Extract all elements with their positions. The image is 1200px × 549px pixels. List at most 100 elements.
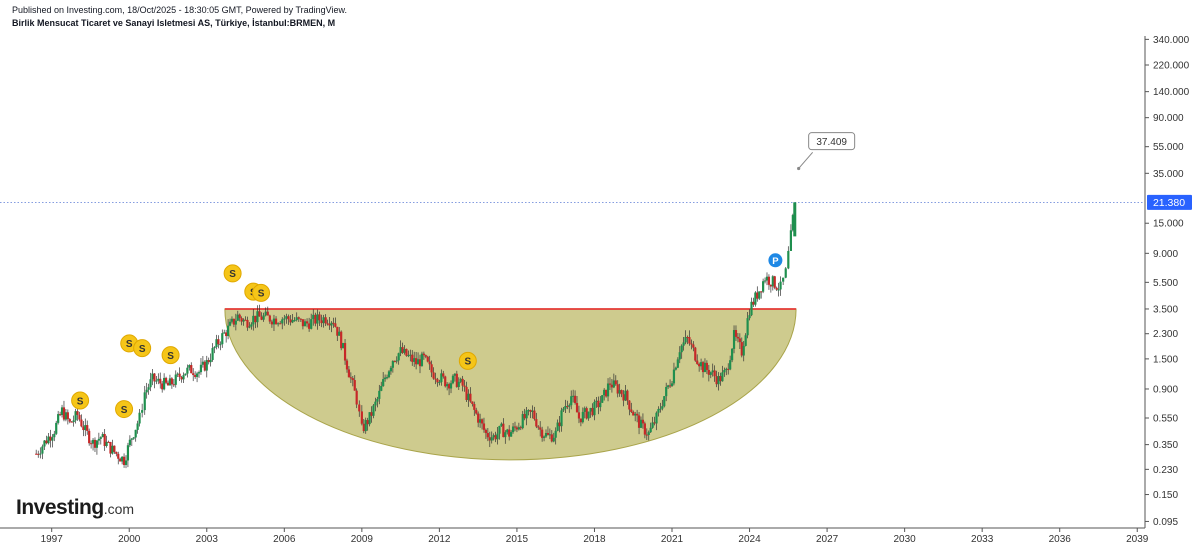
candle-down	[461, 378, 464, 386]
candle-up	[564, 406, 567, 409]
candle-down	[713, 370, 716, 377]
candle-up	[195, 373, 199, 377]
candle-down	[238, 314, 241, 319]
candle-down	[430, 364, 433, 373]
candle-up	[205, 360, 208, 371]
candle-down	[455, 373, 458, 387]
candle-down	[736, 336, 740, 339]
cup-layer	[224, 308, 797, 461]
x-tick-label: 2015	[506, 534, 529, 545]
candle-up	[793, 202, 797, 237]
candle-up	[583, 408, 586, 412]
candle-down	[246, 320, 249, 328]
candle-down	[653, 422, 656, 424]
candle-up	[413, 358, 416, 362]
candle-down	[591, 407, 594, 416]
candle-up	[504, 432, 507, 438]
candle-up	[554, 430, 557, 438]
candle-up	[186, 367, 189, 374]
candle-down	[422, 353, 425, 356]
target-pointer	[798, 151, 814, 169]
candle-up	[667, 385, 670, 387]
y-tick-label: 0.150	[1153, 490, 1178, 501]
candle-down	[477, 413, 480, 423]
candle-up	[490, 437, 493, 441]
candle-down	[480, 419, 484, 424]
candle-up	[57, 414, 60, 423]
cup-pattern	[224, 308, 797, 461]
candle-up	[380, 386, 383, 391]
candle-down	[324, 317, 327, 324]
candle-up	[384, 377, 387, 380]
candle-down	[107, 441, 110, 443]
candle-up	[342, 342, 345, 349]
candle-down	[502, 423, 505, 438]
candle-down	[475, 409, 478, 414]
dividend-marker-label: S	[464, 357, 471, 368]
candle-up	[548, 434, 551, 436]
dividend-marker	[133, 339, 152, 358]
candle-up	[672, 369, 676, 384]
candle-down	[401, 347, 404, 353]
candle-up	[511, 426, 515, 433]
candle-down	[494, 435, 497, 440]
candle-down	[447, 384, 451, 389]
candle-up	[589, 407, 592, 412]
candle-up	[316, 314, 319, 324]
candle-up	[136, 423, 139, 430]
candle-down	[643, 423, 646, 435]
candle-up	[147, 387, 150, 390]
candle-down	[207, 360, 210, 363]
candle-up	[703, 362, 707, 373]
candle-up	[603, 389, 606, 396]
candle-up	[663, 396, 666, 407]
candle-down	[203, 361, 206, 371]
candle-up	[64, 412, 68, 420]
candle-down	[579, 418, 583, 423]
candle-down	[773, 276, 776, 288]
y-tick-label: 0.095	[1153, 517, 1178, 528]
candle-down	[232, 318, 236, 325]
candle-up	[587, 411, 590, 419]
candle-up	[262, 315, 265, 320]
dividend-marker-label: S	[121, 405, 128, 416]
candle-down	[353, 380, 356, 391]
candle-down	[305, 321, 309, 324]
candle-down	[740, 342, 743, 356]
candle-up	[723, 370, 726, 373]
candle-down	[86, 425, 89, 431]
candle-down	[701, 362, 705, 373]
dividend-marker-label: S	[139, 344, 146, 355]
candle-down	[484, 429, 488, 434]
candles-layer	[35, 202, 797, 469]
target-box	[808, 132, 856, 151]
candle-up	[420, 353, 424, 367]
candle-down	[297, 317, 300, 319]
candle-down	[76, 411, 79, 415]
x-tick-label: 2027	[816, 534, 839, 545]
candle-down	[334, 323, 337, 327]
candle-down	[738, 338, 741, 343]
candle-down	[68, 419, 71, 422]
candle-up	[659, 408, 662, 410]
candle-up	[674, 367, 677, 370]
candle-up	[612, 380, 615, 388]
candle-up	[634, 413, 637, 416]
candle-up	[746, 318, 749, 336]
dividend-marker	[223, 264, 242, 283]
candle-up	[134, 429, 137, 438]
candle-down	[326, 323, 329, 325]
candle-down	[566, 406, 569, 408]
y-tick-label: 3.500	[1153, 304, 1178, 315]
candle-up	[742, 345, 745, 356]
candle-up	[498, 425, 501, 434]
candle-down	[529, 410, 532, 412]
candle-up	[121, 456, 124, 462]
candle-down	[258, 311, 261, 317]
y-tick-label: 0.230	[1153, 465, 1178, 476]
candle-down	[535, 419, 538, 427]
candle-down	[190, 365, 193, 374]
candle-down	[620, 390, 623, 395]
dividend-marker-label: S	[167, 351, 174, 362]
